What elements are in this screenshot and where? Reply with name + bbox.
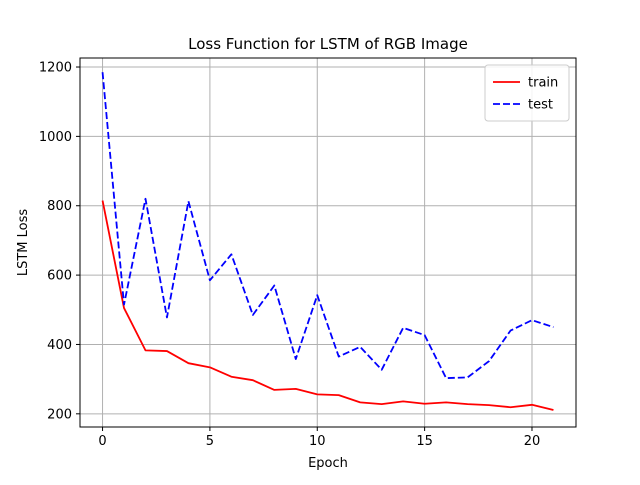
y-tick-label: 400 xyxy=(47,338,72,353)
x-axis-label: Epoch xyxy=(308,456,348,471)
y-tick-label: 600 xyxy=(47,269,72,284)
y-tick-label: 800 xyxy=(47,199,72,214)
y-tick-label: 200 xyxy=(47,407,72,422)
legend: train test xyxy=(484,64,570,122)
axis-layer: 0 5 10 15 20 200 400 600 800 1000 1200 xyxy=(39,61,540,449)
legend-frame xyxy=(484,64,570,122)
x-tick-label: 20 xyxy=(524,434,541,449)
x-tick-label: 0 xyxy=(98,434,106,449)
series-line-train xyxy=(101,200,554,411)
y-axis-label: LSTM Loss xyxy=(16,209,31,277)
x-tick-label: 10 xyxy=(309,434,326,449)
x-tick-label: 5 xyxy=(206,434,214,449)
y-tick-label: 1000 xyxy=(39,130,72,145)
legend-label-test: test xyxy=(528,98,553,113)
x-tick-label: 15 xyxy=(416,434,433,449)
chart-title: Loss Function for LSTM of RGB Image xyxy=(188,35,468,53)
series-line-test xyxy=(101,72,554,380)
y-tick-label: 1200 xyxy=(39,61,72,76)
series-layer xyxy=(101,72,554,411)
legend-label-train: train xyxy=(528,76,558,91)
plot-frame xyxy=(79,57,577,428)
